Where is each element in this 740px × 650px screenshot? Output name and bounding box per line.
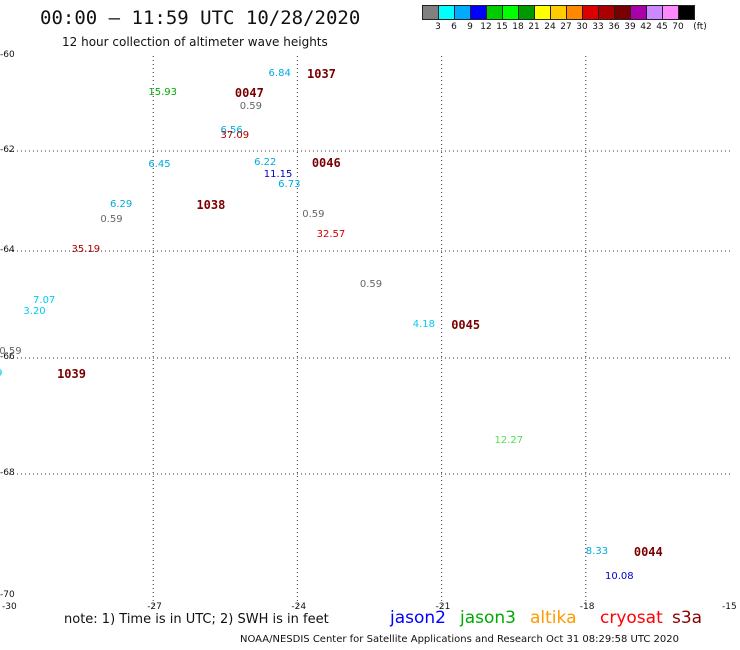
color-scale-label: 36 <box>608 22 620 32</box>
latitude-tick-label: -70 <box>0 590 15 600</box>
color-scale-label: 33 <box>592 22 604 32</box>
color-scale-label: 15 <box>496 22 508 32</box>
color-scale-label: 6 <box>451 22 457 32</box>
wave-height-value: 10.08 <box>605 570 634 582</box>
wave-height-value: 6.29 <box>109 199 133 210</box>
wave-height-value: 3.09 <box>0 368 2 379</box>
color-swatch <box>598 5 615 20</box>
color-swatch <box>502 5 519 20</box>
wave-height-value: 15.93 <box>148 87 178 98</box>
satellite-pass-id: 0046 <box>311 155 341 170</box>
latitude-tick-label: -64 <box>0 245 15 255</box>
color-scale-labels: 3 6 9 12 15 18 21 24 27 30 33 36 39 42 45 70 (ft) <box>422 22 740 36</box>
wave-height-value: 11.15 <box>263 169 293 180</box>
color-scale-label: 18 <box>512 22 524 32</box>
map-title: 00:00 – 11:59 UTC 10/28/2020 <box>40 7 361 29</box>
map-plot-area: 6.84 15.93 0.59 6.56 37.09 6.45 6.22 11.15 6.73 6… <box>0 56 730 608</box>
color-scale-label: (ft) <box>693 22 707 32</box>
satellite-pass-id: 1038 <box>196 198 226 212</box>
wave-height-value: 3.20 <box>23 305 46 317</box>
wave-height-value: 0.59 <box>0 345 22 357</box>
wave-height-value: 8.33 <box>585 546 609 558</box>
wave-height-value: 6.22 <box>254 156 277 168</box>
color-scale-label: 39 <box>624 22 636 32</box>
latitude-tick-label: -66 <box>0 352 15 362</box>
wave-height-value: 6.45 <box>148 159 171 170</box>
units-note: note: 1) Time is in UTC; 2) SWH is in fe… <box>64 612 329 627</box>
color-scale-label: 9 <box>467 22 473 32</box>
wave-height-value: 37.09 <box>220 129 250 141</box>
color-scale-label: 45 <box>656 22 668 32</box>
wave-height-value: 0.59 <box>100 214 123 225</box>
satellite-legend-s3a: s3a <box>672 608 703 628</box>
color-scale-label: 30 <box>576 22 588 32</box>
color-swatch <box>454 5 471 20</box>
color-swatch <box>438 5 455 20</box>
color-swatch <box>678 5 695 20</box>
wave-height-value: 12.27 <box>494 435 524 447</box>
satellite-legend-altika: altika <box>530 608 577 628</box>
satellite-pass-id: 1039 <box>57 367 86 382</box>
color-scale-label: 42 <box>640 22 652 32</box>
color-scale-label: 24 <box>544 22 556 32</box>
color-swatch <box>614 5 631 20</box>
longitude-tick-label: -15 <box>722 602 737 612</box>
color-swatch <box>646 5 663 20</box>
latitude-tick-label: -62 <box>0 145 15 155</box>
satellite-pass-id: 0044 <box>633 545 663 560</box>
color-swatch <box>422 5 439 20</box>
wave-height-value: 0.59 <box>359 278 383 290</box>
satellite-pass-id: 1037 <box>307 67 336 81</box>
wave-height-value: 32.57 <box>316 229 346 240</box>
longitude-tick-label: -18 <box>579 602 595 612</box>
color-scale-label: 70 <box>672 22 684 32</box>
color-swatch <box>662 5 679 20</box>
wave-height-value: 35.19 <box>71 244 101 255</box>
latitude-tick-label: -68 <box>0 468 15 478</box>
color-swatch <box>550 5 567 20</box>
color-swatch <box>566 5 583 20</box>
satellite-pass-id: 0047 <box>234 86 264 100</box>
longitude-tick-label: -27 <box>147 602 162 612</box>
color-scale-label: 12 <box>480 22 492 32</box>
color-scale-label: 27 <box>560 22 572 32</box>
color-swatch <box>486 5 503 20</box>
wave-height-value: 0.59 <box>239 101 262 113</box>
color-swatch <box>534 5 551 20</box>
satellite-legend-jason2: jason2 <box>390 608 446 628</box>
color-scale-label: 3 <box>435 22 441 32</box>
color-scale-label: 21 <box>528 22 540 32</box>
color-scale-bar <box>422 5 695 20</box>
longitude-tick-label: -30 <box>2 602 17 612</box>
satellite-pass-id: 0045 <box>451 317 481 332</box>
satellite-legend-cryosat: cryosat <box>600 608 663 628</box>
latitude-tick-label: -60 <box>0 50 15 60</box>
wave-height-value: 7.07 <box>33 294 56 306</box>
color-swatch <box>518 5 535 20</box>
longitude-tick-label: -24 <box>291 602 307 612</box>
wave-height-value: 0.59 <box>302 209 325 220</box>
color-swatch <box>470 5 487 20</box>
wave-height-value: 6.73 <box>278 179 301 190</box>
map-grid <box>9 56 730 608</box>
credit-line: NOAA/NESDIS Center for Satellite Applica… <box>240 634 679 645</box>
satellite-legend-jason3: jason3 <box>460 608 516 628</box>
color-swatch <box>630 5 647 20</box>
map-subtitle: 12 hour collection of altimeter wave hei… <box>62 35 328 49</box>
wave-height-value: 6.84 <box>268 68 291 79</box>
wave-height-value: 4.18 <box>412 318 436 330</box>
wave-height-value: 6.56 <box>220 125 243 136</box>
longitude-tick-label: -21 <box>435 602 451 612</box>
color-swatch <box>582 5 599 20</box>
